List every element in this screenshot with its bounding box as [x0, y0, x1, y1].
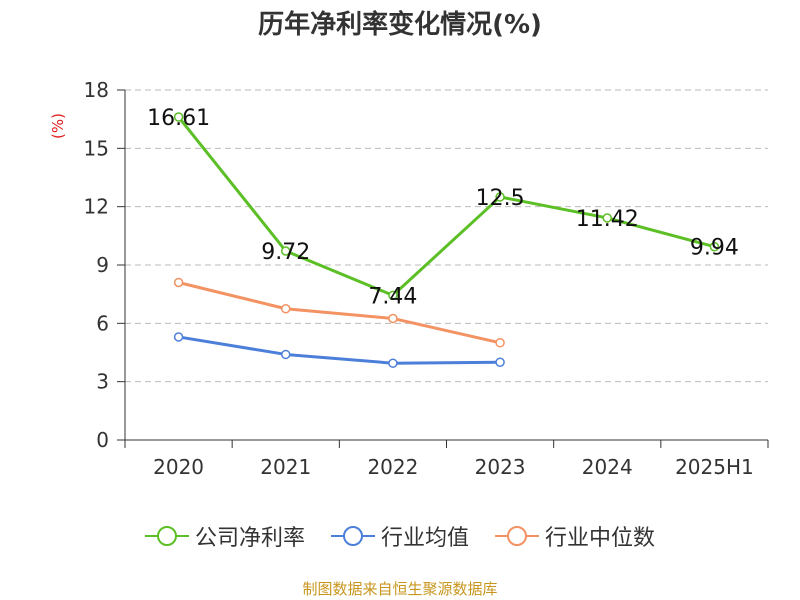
y-tick-label: 6	[96, 311, 109, 335]
x-tick-label: 2025H1	[675, 455, 754, 479]
legend-marker-company	[144, 526, 189, 546]
x-tick-label: 2024	[582, 455, 633, 479]
data-label: 12.5	[476, 186, 525, 211]
y-tick-label: 15	[84, 136, 109, 160]
legend-label-industry-median: 行业中位数	[545, 526, 656, 551]
data-point-1	[388, 358, 398, 368]
legend-item-industry-mean[interactable]: 行业均值	[330, 520, 469, 552]
series-lines	[173, 112, 720, 368]
legend-marker-industry-median	[495, 526, 539, 546]
data-label: 16.61	[147, 106, 210, 131]
data-label: 11.42	[576, 207, 639, 232]
legend-item-industry-median[interactable]: 行业中位数	[495, 520, 655, 552]
chart-title: 历年净利率变化情况(%)	[258, 10, 542, 40]
data-point-0	[173, 112, 184, 122]
grid-lines	[125, 89, 768, 383]
data-point-0	[388, 290, 398, 301]
legend: 公司净利率 行业均值 行业中位数	[0, 520, 800, 552]
y-tick-label: 9	[96, 253, 109, 277]
data-point-2	[388, 313, 398, 324]
y-axis-unit-label: (%)	[49, 113, 67, 139]
data-label: 9.72	[261, 240, 310, 265]
data-labels: 16.61 9.72 7.44 12.5 11.42 9.94	[147, 106, 739, 309]
x-tick-label: 2020	[153, 455, 204, 479]
axes: 0 3 6 9 12 15 18 2020 2021 2022 2023 2024 2025H1 (%)	[49, 78, 769, 479]
data-point-1	[495, 357, 505, 367]
y-tick-label: 3	[96, 370, 109, 394]
data-point-2	[495, 338, 505, 348]
legend-marker-industry-mean	[330, 526, 375, 546]
x-tick-label: 2022	[367, 455, 418, 479]
y-tick-label: 12	[84, 195, 109, 219]
data-point-0	[281, 246, 291, 256]
x-tick-label: 2021	[260, 455, 311, 479]
data-point-0	[602, 213, 612, 223]
data-point-2	[281, 304, 291, 314]
x-tick-label: 2023	[475, 455, 526, 479]
series-line-0	[177, 116, 715, 297]
data-point-1	[281, 349, 291, 360]
data-point-2	[173, 277, 184, 288]
y-tick-label: 18	[84, 78, 109, 102]
data-point-1	[173, 332, 184, 342]
data-source-note: 制图数据来自恒生聚源数据库	[302, 580, 498, 598]
legend-label-industry-mean: 行业均值	[380, 526, 469, 551]
series-line-2	[178, 281, 501, 345]
data-point-0	[709, 241, 720, 252]
legend-label-company: 公司净利率	[194, 526, 305, 551]
legend-item-company[interactable]: 公司净利率	[144, 520, 305, 552]
data-point-0	[495, 192, 505, 202]
series-line-1	[178, 335, 501, 365]
data-label: 9.94	[690, 236, 739, 261]
y-tick-label: 0	[96, 428, 109, 452]
data-label: 7.44	[368, 284, 417, 309]
